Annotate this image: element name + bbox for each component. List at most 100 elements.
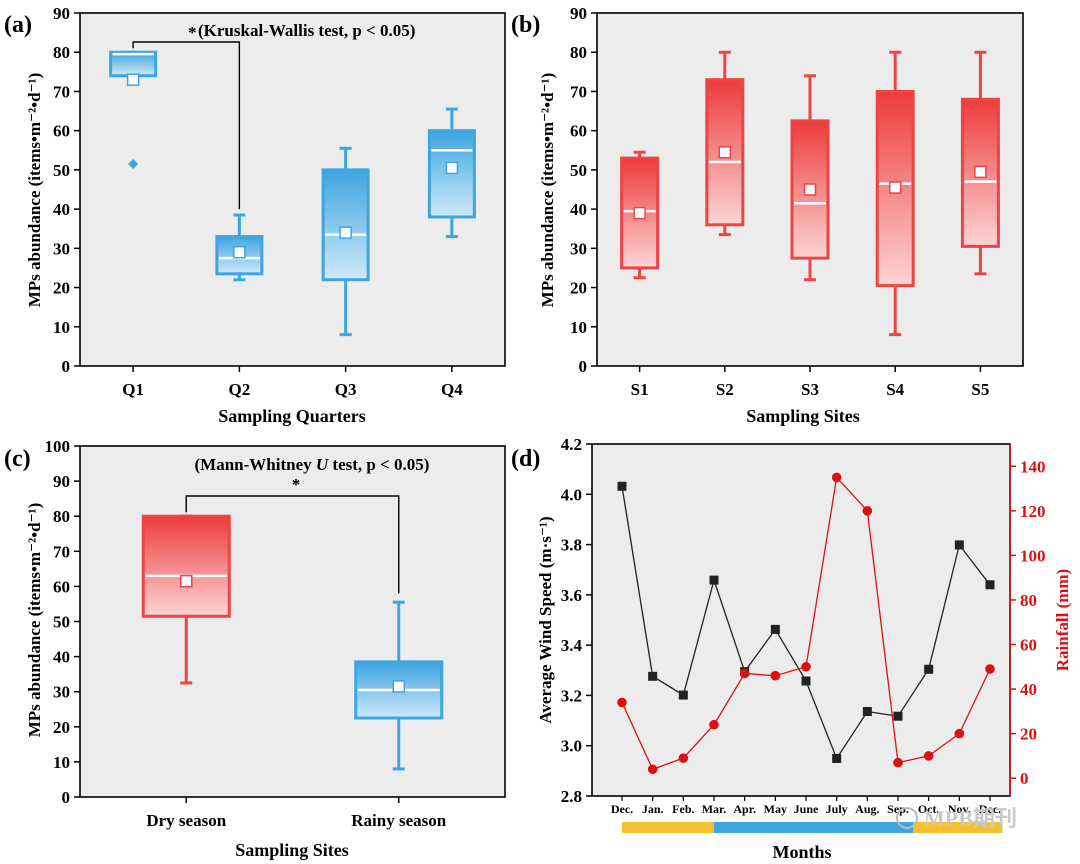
- series-point-circle: [739, 668, 750, 679]
- y-tick-label: 20: [570, 279, 587, 298]
- y-tick-label-right: 140: [1020, 457, 1046, 476]
- significance-bracket: [185, 495, 400, 594]
- y-tick-label: 50: [570, 161, 587, 180]
- watermark-logo-icon: [896, 807, 918, 829]
- box: [321, 168, 370, 282]
- box: [109, 50, 158, 78]
- y-tick-label: 10: [570, 318, 587, 337]
- series-point-circle: [647, 764, 658, 775]
- x-tick-label: Dec.: [611, 802, 633, 816]
- y-tick-label: 70: [53, 82, 70, 101]
- x-tick-label: Nov.: [948, 802, 971, 816]
- significance-mark: *: [292, 475, 301, 494]
- series-point-circle: [862, 506, 873, 516]
- x-tick-label: Q3: [335, 380, 357, 399]
- x-tick-label: July: [826, 802, 848, 816]
- x-tick-label: S3: [801, 380, 819, 399]
- y-axis-label: Average Wind Speed (m·s⁻¹): [536, 516, 555, 723]
- test-annotation-part: (Mann-Whitney: [195, 455, 316, 474]
- series-point-circle: [709, 719, 719, 730]
- test-annotation: (Kruskal-Wallis test, p < 0.05): [198, 21, 415, 40]
- y-tick-label: 70: [53, 542, 70, 561]
- y-tick-label: 40: [53, 200, 70, 219]
- significance-mark: *: [188, 23, 197, 42]
- y-tick-label: 80: [53, 507, 70, 526]
- panel-c: 0 10 20 30 40 50 60 70 80 90 100 Dry season Rainy se…: [4, 437, 506, 860]
- box: [141, 514, 231, 618]
- y-tick-label-right: 0: [1020, 769, 1029, 788]
- y-tick-label: 3.8: [561, 536, 582, 555]
- y-tick-label: 40: [570, 200, 587, 219]
- y-tick-label: 3.2: [561, 686, 582, 705]
- x-tick-label: S1: [631, 380, 649, 399]
- y-tick-label: 70: [570, 82, 587, 101]
- y-tick-label: 60: [570, 122, 587, 141]
- watermark-text: MPB期刊: [924, 806, 1017, 831]
- x-axis-label: Sampling Sites: [746, 406, 860, 426]
- y-tick-label: 3.6: [561, 586, 582, 605]
- y-tick-label: 10: [53, 753, 70, 772]
- plot-area: [80, 446, 505, 797]
- series-point-square: [801, 676, 811, 686]
- series-point-circle: [617, 697, 627, 708]
- x-tick-label: May: [764, 802, 787, 816]
- series-point-circle: [985, 664, 995, 674]
- panel-d: 2.8 3.0 3.2 3.4 3.6 3.8 4.0 4.2 (d) Average Wind …: [511, 435, 1072, 862]
- x-tick-label: Q4: [441, 380, 463, 399]
- x-tick-label: Jan.: [642, 802, 664, 816]
- season-bar-segment: [622, 822, 714, 833]
- watermark: MPB期刊: [896, 806, 1017, 831]
- y-tick-label: 60: [53, 122, 70, 141]
- box-mean-marker: [445, 161, 459, 175]
- series-point-square: [617, 481, 627, 491]
- series-point-circle: [770, 670, 781, 681]
- x-tick-label: Sep.: [887, 802, 909, 816]
- y-tick-label: 60: [53, 577, 70, 596]
- x-tick-label: S2: [716, 380, 734, 399]
- box: [960, 97, 1000, 248]
- y-tick-label: 0: [62, 788, 71, 807]
- x-tick-label: Rainy season: [351, 811, 446, 830]
- x-tick-label: Feb.: [672, 802, 694, 816]
- y-axis-label: MPs abundance (items•m⁻²•d⁻¹): [538, 73, 557, 308]
- test-annotation-part: test, p < 0.05): [328, 455, 429, 474]
- y-tick-label: 40: [53, 648, 70, 667]
- series-point-square: [954, 540, 964, 550]
- y-tick-label: 3.0: [561, 737, 582, 756]
- panel-a: 0 10 20 30 40 50 60 70 80 90 Q1 Q2 Q3 Q4 (a) MPs abunda…: [4, 4, 506, 426]
- series-point-square: [678, 690, 688, 700]
- x-tick-label: S4: [886, 380, 904, 399]
- x-tick-label: Mar.: [702, 802, 727, 816]
- series-point-circle: [893, 757, 903, 768]
- y-tick-label: 100: [45, 437, 71, 456]
- y-tick-label: 30: [53, 239, 70, 258]
- y-tick-label: 0: [62, 357, 71, 376]
- y-tick-label: 50: [53, 161, 70, 180]
- y-tick-label-right: 100: [1020, 546, 1046, 565]
- x-axis-label: Months: [772, 842, 831, 862]
- series-point-square: [648, 671, 658, 681]
- x-tick-label: Dec.: [979, 802, 1001, 816]
- y-tick-label: 90: [53, 472, 70, 491]
- panel-label: (b): [511, 12, 540, 38]
- series-point-square: [770, 624, 780, 634]
- box-mean-marker: [718, 145, 732, 159]
- box-mean-marker: [233, 246, 246, 259]
- x-tick-label: June: [794, 802, 819, 816]
- box-mean-marker: [392, 680, 405, 693]
- y-tick-label: 4.0: [561, 485, 582, 504]
- x-tick-label: Oct.: [918, 802, 940, 816]
- series-point-square: [709, 575, 719, 585]
- y-tick-label: 90: [570, 4, 587, 23]
- series-point-circle: [831, 472, 842, 483]
- y-tick-label-right: 20: [1020, 725, 1037, 744]
- plot-frame: [79, 12, 506, 367]
- panel-label: (d): [511, 446, 540, 472]
- series-point-square: [985, 580, 995, 590]
- box-mean-marker: [633, 206, 646, 220]
- y-axis-label-right: Rainfall (mm): [1053, 569, 1072, 671]
- y-tick-label: 50: [53, 613, 70, 632]
- box-mean-marker: [974, 165, 987, 179]
- test-annotation-italic: U: [316, 455, 329, 474]
